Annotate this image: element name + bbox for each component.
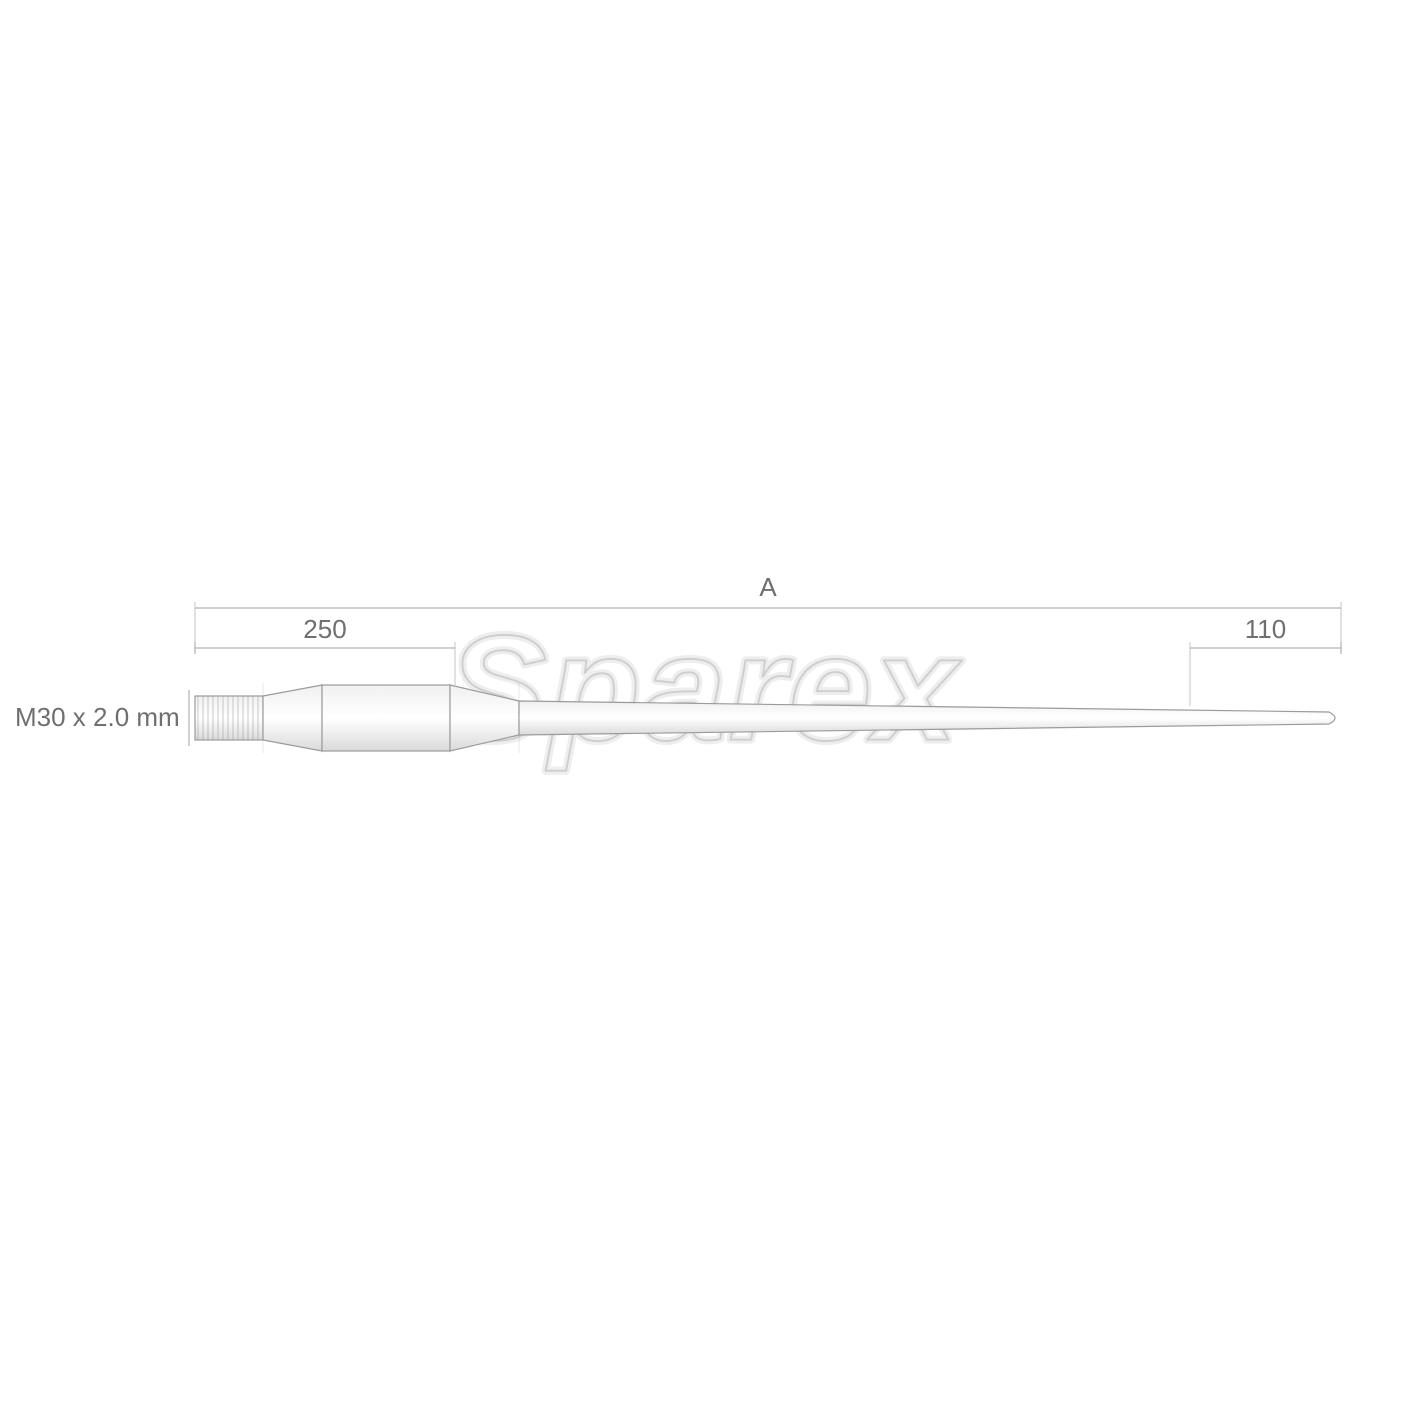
dim-label-base: 250 (303, 614, 346, 644)
svg-text:Sparex: Sparex (447, 604, 963, 772)
diagram-stage: SparexSparexA 250 110 M30 x 2.0 mm (0, 0, 1406, 1406)
thread-spec-label: M30 x 2.0 mm (15, 702, 180, 732)
dim-label-tip: 110 (1245, 614, 1286, 644)
technical-drawing-svg: SparexSparexA 250 110 M30 x 2.0 mm (0, 0, 1406, 1406)
dim-label-overall: A (759, 572, 777, 602)
watermark: SparexSparex (447, 604, 963, 772)
